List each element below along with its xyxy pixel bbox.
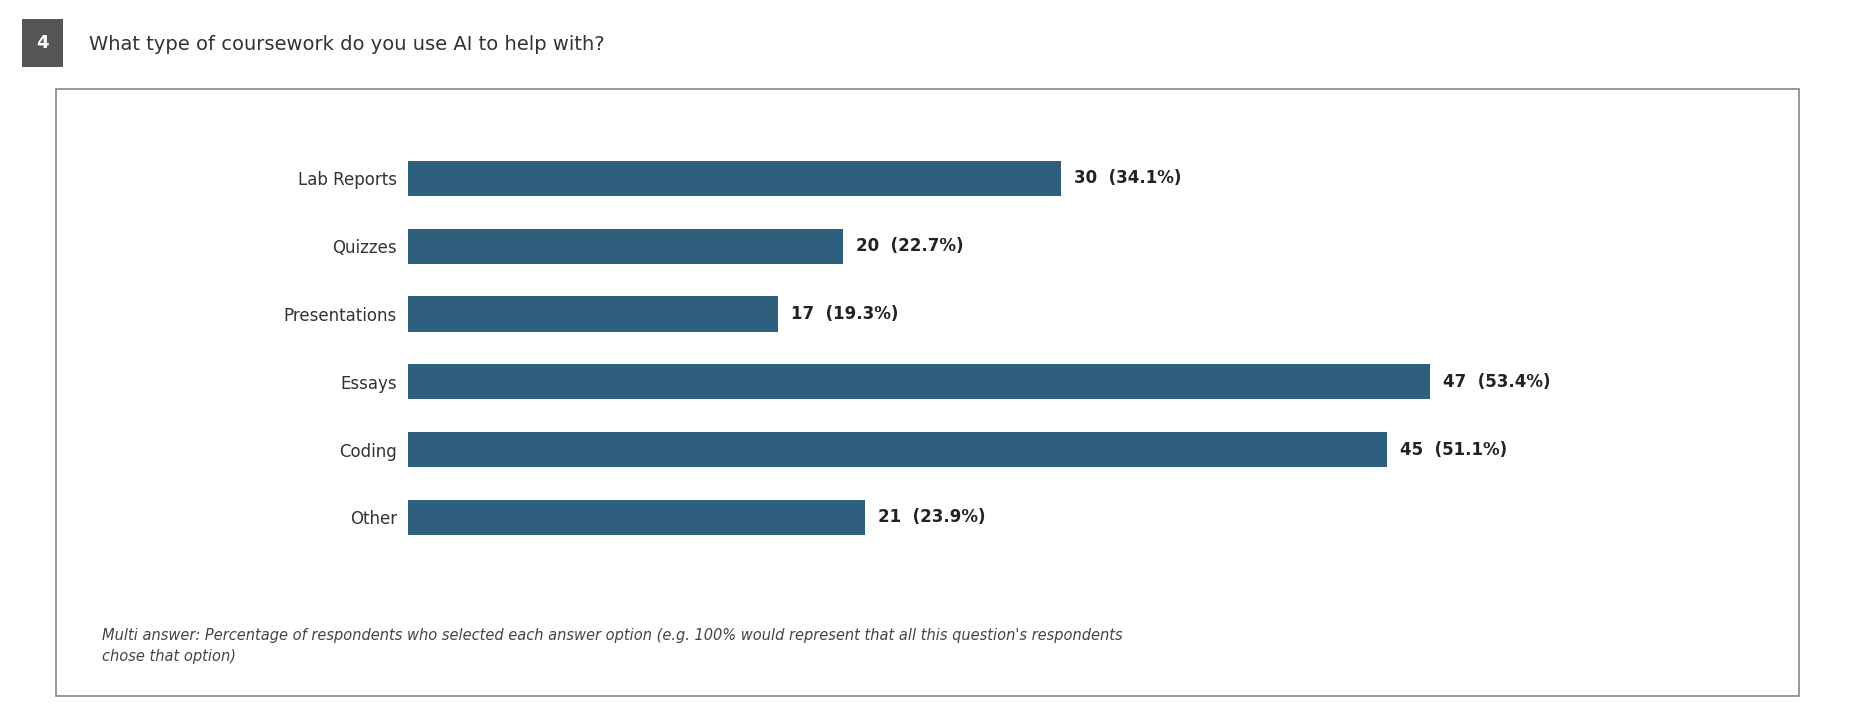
Text: 21  (23.9%): 21 (23.9%)	[877, 508, 985, 526]
Text: Multi answer: Percentage of respondents who selected each answer option (e.g. 10: Multi answer: Percentage of respondents …	[102, 628, 1122, 665]
Text: 4: 4	[37, 34, 48, 53]
Bar	[408, 296, 777, 332]
Bar	[408, 500, 864, 535]
Bar	[408, 364, 1430, 400]
Bar	[408, 229, 842, 264]
Bar	[408, 160, 1061, 196]
Text: 17  (19.3%): 17 (19.3%)	[790, 305, 898, 323]
Text: 45  (51.1%): 45 (51.1%)	[1401, 441, 1506, 459]
Bar	[408, 432, 1388, 467]
Text: 20  (22.7%): 20 (22.7%)	[857, 237, 963, 255]
Text: 47  (53.4%): 47 (53.4%)	[1443, 373, 1551, 390]
Text: What type of coursework do you use AI to help with?: What type of coursework do you use AI to…	[89, 35, 605, 53]
Text: 30  (34.1%): 30 (34.1%)	[1074, 170, 1182, 187]
